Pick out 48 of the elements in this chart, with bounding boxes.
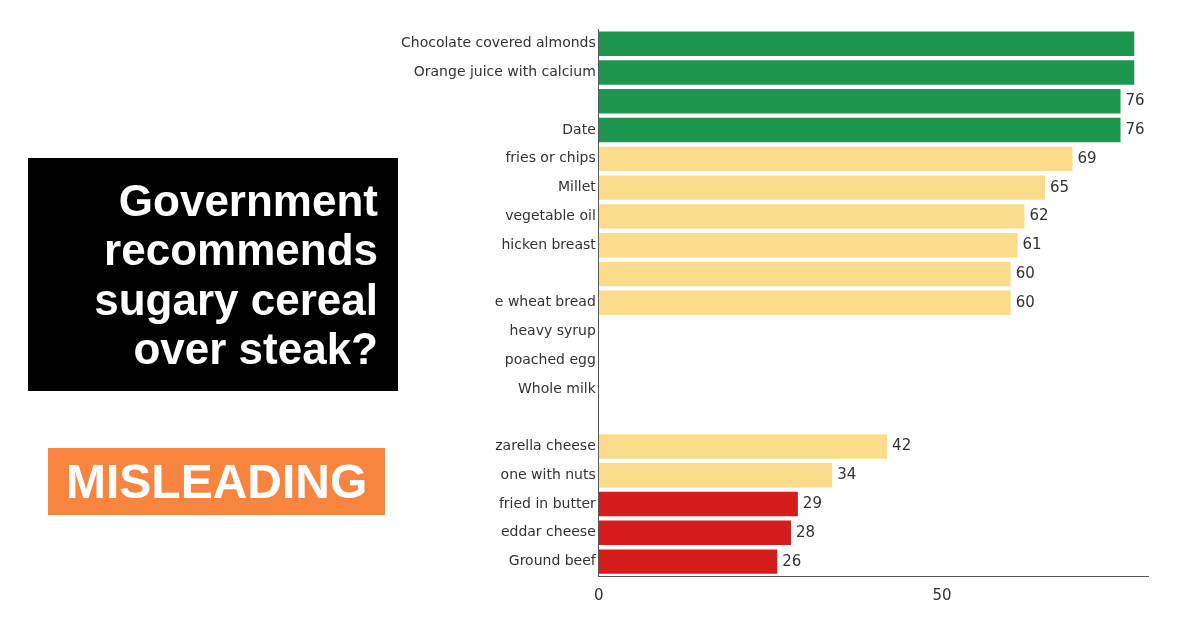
x-tick-label: 0 (594, 585, 604, 604)
y-tick-label: Whole milk (518, 379, 597, 396)
bar (598, 204, 1025, 229)
bar (598, 232, 1018, 258)
y-tick-label: Orange juice with calcium (413, 63, 596, 80)
data-label: 76 (1125, 119, 1145, 138)
data-label: 42 (892, 436, 912, 455)
bar (598, 261, 1011, 287)
data-label: 26 (782, 551, 802, 570)
text: Government recommends sugary cereal over steak? (28, 158, 398, 392)
y-tick-label: fries or chips (505, 149, 596, 166)
y-tick-label: eddar cheese (500, 523, 596, 540)
y-tick-label: Chocolate covered almonds (400, 34, 596, 51)
data-label: 69 (1077, 148, 1097, 167)
data-label: 34 (837, 465, 857, 484)
y-tick-label: e wheat bread (494, 293, 596, 310)
bar (598, 491, 798, 517)
y-tick-label: zarella cheese (495, 437, 596, 454)
y-tick-label: Millet (557, 178, 597, 195)
data-label: 76 (1125, 91, 1145, 110)
data-label: 60 (1015, 263, 1035, 282)
bar (598, 549, 778, 574)
bar (598, 463, 833, 488)
bar (598, 146, 1073, 172)
data-label: 60 (1015, 292, 1035, 311)
bar (598, 117, 1121, 143)
bar (598, 31, 1135, 57)
text: MISLEADING (48, 448, 386, 515)
bar (598, 434, 888, 459)
data-label: 65 (1050, 177, 1070, 196)
data-label: 61 (1022, 235, 1042, 254)
bar (598, 290, 1011, 315)
y-tick-label: fried in butter (498, 494, 597, 511)
data-label: 28 (796, 522, 816, 541)
x-tick-label: 50 (932, 585, 952, 604)
y-tick-label: one with nuts (500, 465, 596, 482)
data-label: 62 (1029, 206, 1049, 225)
bar (598, 60, 1135, 85)
y-tick-label: hicken breast (501, 235, 597, 252)
y-tick-label: heavy syrup (509, 322, 596, 339)
y-tick-label: vegetable oil (505, 207, 596, 224)
bar (598, 89, 1121, 114)
y-tick-label: Ground beef (508, 552, 597, 569)
bar (598, 175, 1046, 200)
bar (598, 520, 792, 546)
y-tick-label: poached egg (504, 350, 596, 367)
y-tick-label: Date (562, 120, 596, 137)
data-label: 29 (802, 493, 822, 512)
